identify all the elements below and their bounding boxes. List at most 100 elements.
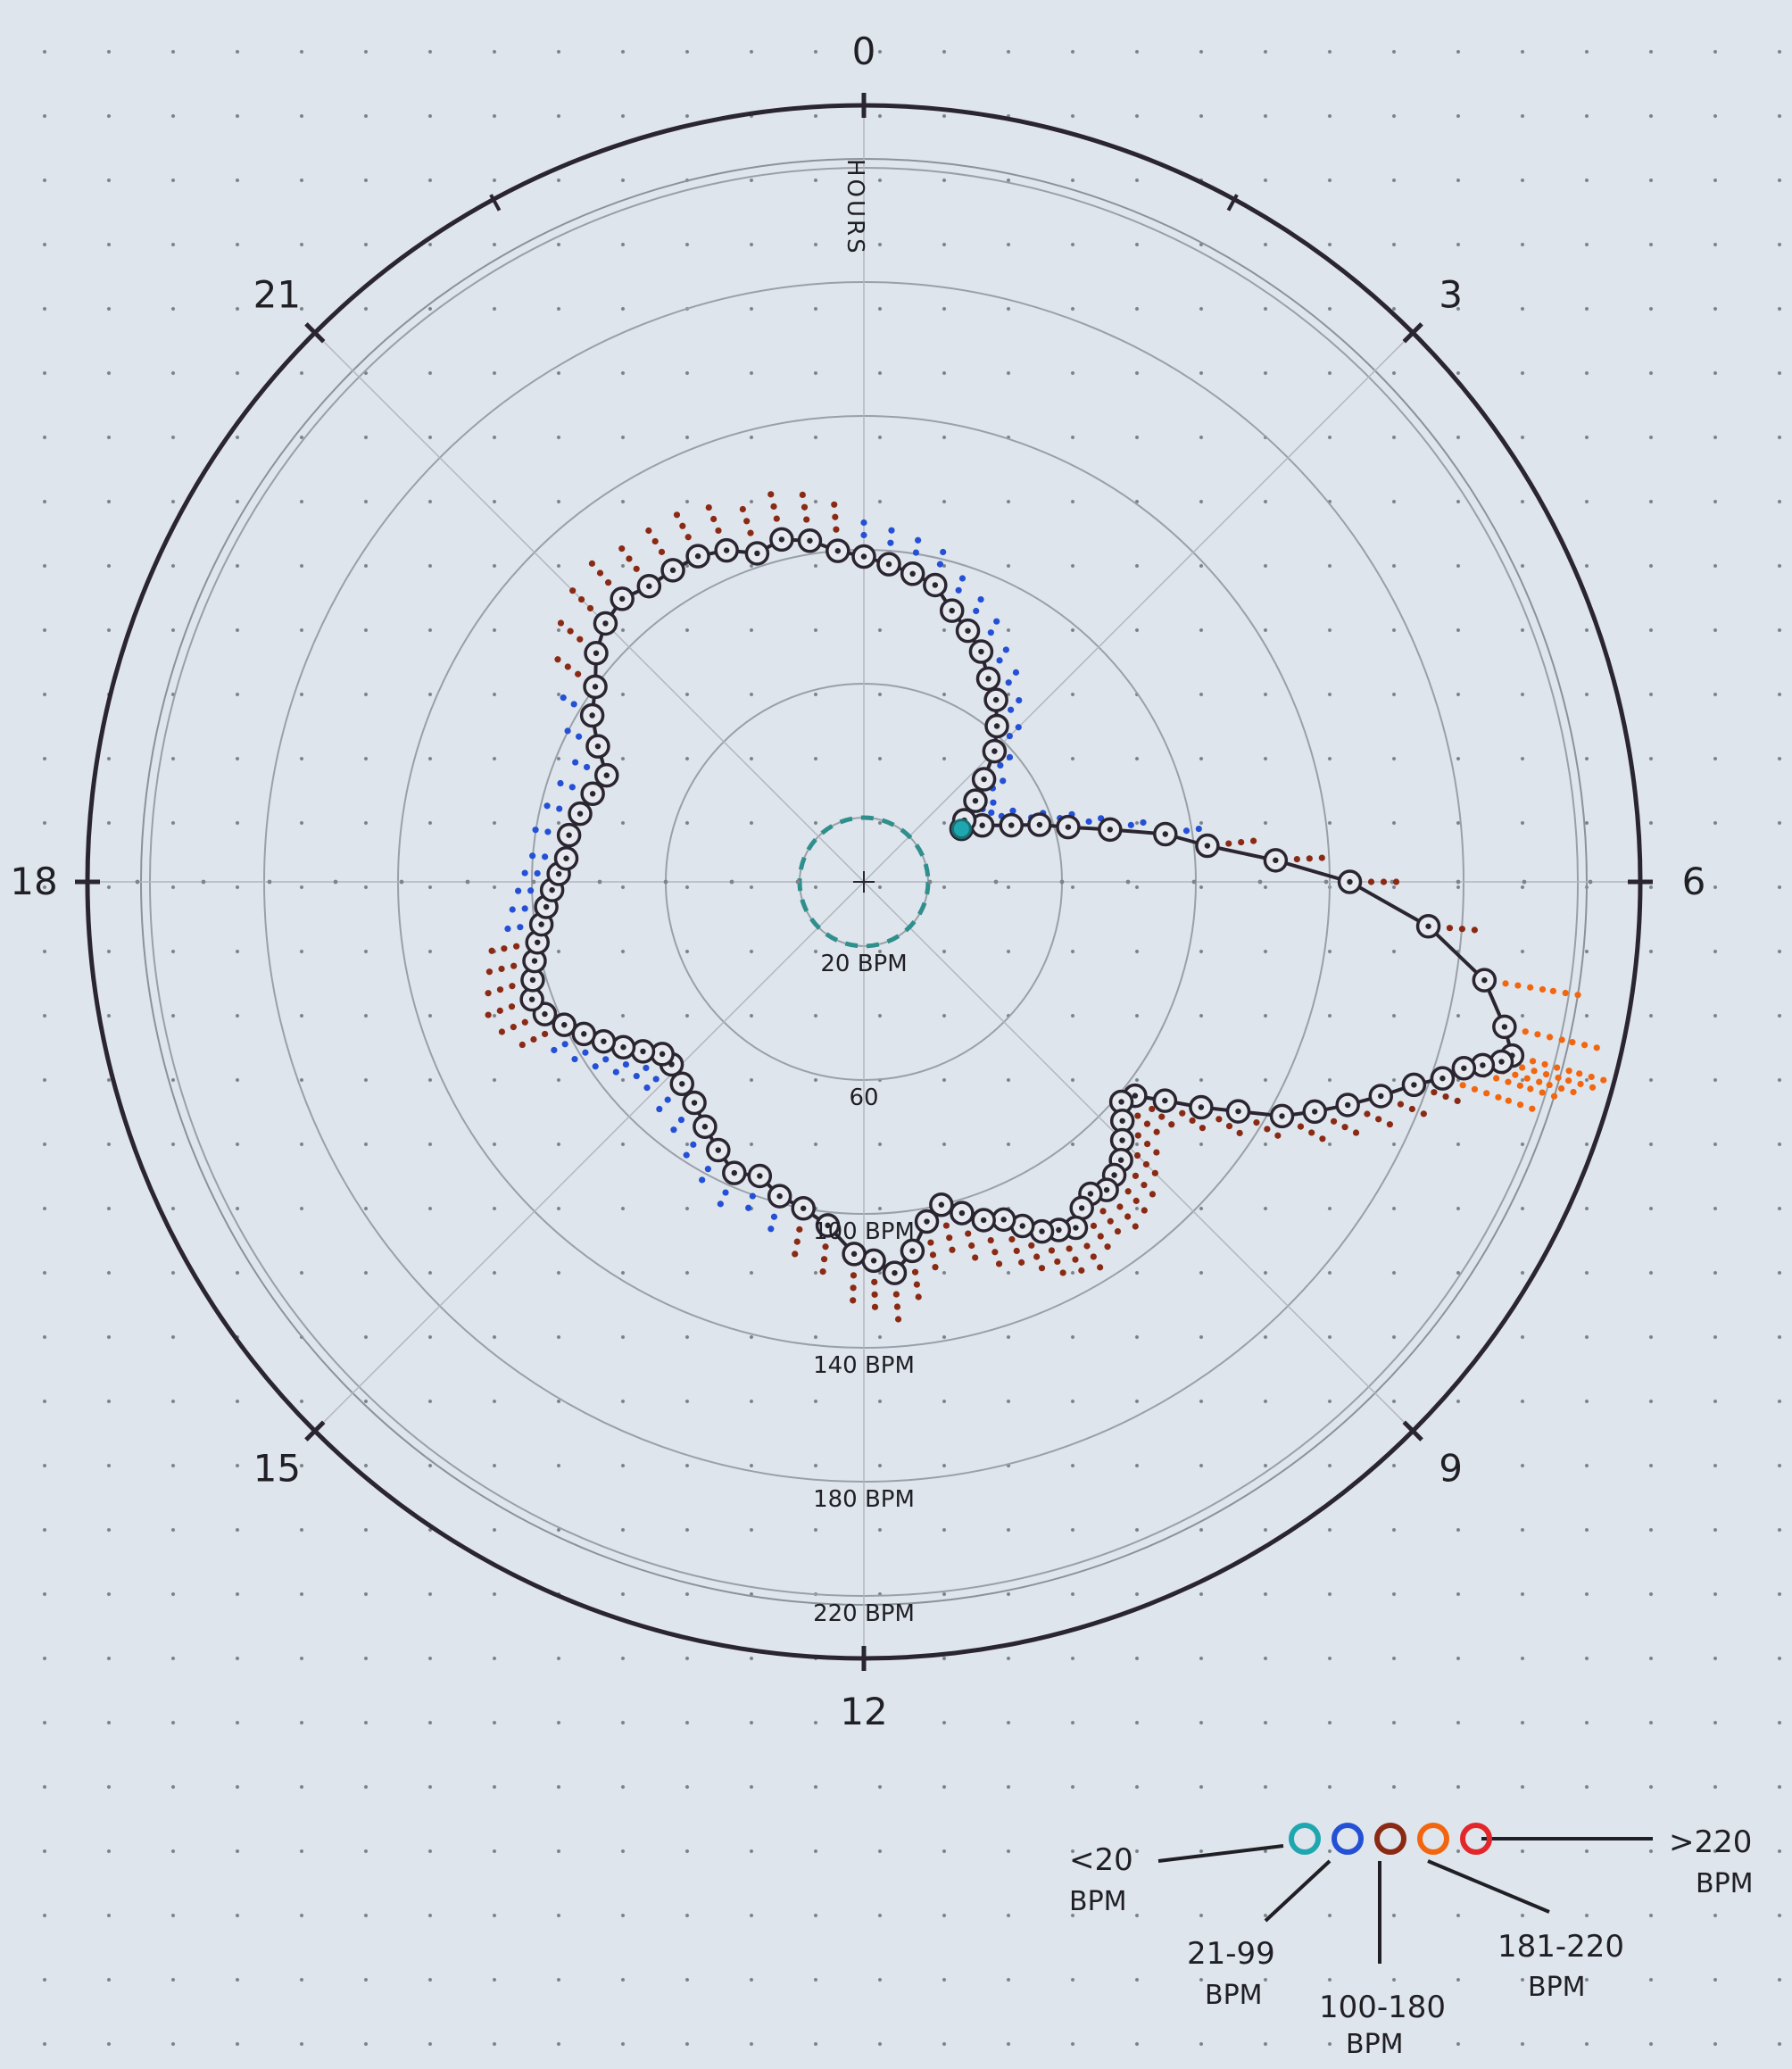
bpm-dot <box>770 503 777 511</box>
bpm-dot <box>942 1222 950 1229</box>
legend-leader-lt20 <box>1157 1844 1284 1863</box>
bpm-dot <box>561 1041 568 1048</box>
bpm-dot <box>1442 1093 1449 1101</box>
bpm-dot <box>1133 1151 1141 1159</box>
bpm-dot <box>571 1055 578 1063</box>
bpm-dot <box>796 1226 803 1233</box>
bpm-dot <box>513 943 520 950</box>
bpm-dot-high <box>1588 1073 1595 1081</box>
bpm-dot <box>1306 855 1313 862</box>
bpm-dot <box>656 1105 663 1113</box>
bpm-dot <box>1308 1129 1315 1136</box>
bpm-dot <box>1090 1253 1097 1260</box>
trace-point-core <box>1132 1093 1139 1099</box>
bpm-dot <box>968 1242 975 1250</box>
bpm-dot <box>557 619 565 627</box>
bpm-dot <box>871 1291 878 1298</box>
bpm-dot <box>1038 1265 1046 1272</box>
bpm-dot <box>1514 982 1522 989</box>
bpm-dot <box>602 1056 610 1063</box>
axis-tick-dot <box>597 879 602 885</box>
bpm-dot <box>521 905 528 912</box>
trace-point-core <box>1117 1157 1124 1163</box>
bpm-dot <box>1446 925 1454 932</box>
trace-point-core <box>1439 1075 1446 1082</box>
trace-point-core <box>924 1218 930 1225</box>
bpm-dot <box>583 763 591 771</box>
bpm-dot-high <box>1600 1076 1607 1084</box>
trace-point-core <box>529 976 536 984</box>
bpm-dot <box>1512 1071 1519 1078</box>
bpm-dot <box>1367 878 1375 885</box>
bpm-dot <box>1471 926 1478 934</box>
bpm-dot <box>987 629 994 636</box>
bpm-dot <box>596 569 604 577</box>
bpm-dot <box>1253 1119 1260 1126</box>
bpm-dot <box>1565 1068 1572 1075</box>
trace-point-core <box>1344 1101 1351 1109</box>
bpm-dot <box>773 515 780 522</box>
trace-point-core <box>938 1201 945 1208</box>
bpm-dot-high <box>1505 1097 1512 1104</box>
trace-point-core <box>589 791 596 797</box>
radial-label-1: 60 <box>849 1084 878 1111</box>
trace-point-core <box>1481 976 1488 984</box>
bpm-dot <box>1558 1036 1565 1043</box>
bpm-dot <box>949 1246 956 1253</box>
trace-point-core <box>1078 1205 1085 1211</box>
hour-label-12: 12 <box>840 1690 887 1733</box>
bpm-dot <box>529 852 536 860</box>
bpm-dot <box>683 1151 690 1159</box>
trace-point-core <box>601 1038 607 1044</box>
bpm-dot <box>699 1176 706 1184</box>
trace-point-core <box>543 903 550 910</box>
trace-point-core <box>892 1269 898 1276</box>
bpm-dot <box>1458 926 1466 933</box>
trace-point-core <box>593 650 600 656</box>
legend-leader-21-99 <box>1264 1859 1332 1923</box>
bpm-dot <box>690 1141 697 1148</box>
trace-point-core <box>992 696 1000 703</box>
bpm-dot <box>1059 1269 1066 1276</box>
bpm-dot <box>996 657 1003 664</box>
bpm-dot <box>510 962 518 969</box>
trace-point-core <box>566 832 572 838</box>
bpm-dot <box>684 534 692 541</box>
bpm-dot <box>679 522 686 529</box>
bpm-dot-high <box>1546 1081 1553 1089</box>
bpm-dot <box>1143 1120 1151 1127</box>
bpm-dot <box>743 518 751 525</box>
bpm-dot <box>822 1243 829 1251</box>
bpm-dot <box>1341 1124 1348 1131</box>
axis-tick-dot <box>795 879 801 885</box>
bpm-dot <box>1519 1064 1526 1071</box>
bpm-dot <box>1225 1123 1233 1130</box>
bpm-dot <box>509 983 516 990</box>
trace-point-core <box>528 996 535 1002</box>
bpm-dot <box>534 869 541 877</box>
axis-labels: 0 3 6 9 12 15 18 21 20 BPM 60 100 BPM 140 BPM 180 BP… <box>10 29 1705 1733</box>
trace-point-core <box>603 772 610 778</box>
bpm-dot <box>673 511 681 519</box>
trace-point-core <box>1103 1186 1110 1193</box>
bpm-dot <box>509 906 516 913</box>
bpm-dot <box>894 1316 902 1323</box>
bpm-dot <box>568 784 576 791</box>
hour-label-21: 21 <box>253 272 301 316</box>
bpm-dot-high <box>1569 1039 1576 1046</box>
bpm-dot <box>1085 818 1092 826</box>
bpm-dot <box>1127 821 1134 828</box>
bpm-dot <box>973 607 980 615</box>
axis-tick-dot <box>1588 879 1593 885</box>
trace-point-core <box>972 797 979 804</box>
bpm-dot <box>498 965 505 973</box>
bpm-dot <box>1134 1132 1141 1139</box>
bpm-dot <box>888 527 895 534</box>
trace-point-core <box>1107 827 1114 833</box>
bpm-dot <box>704 1166 711 1173</box>
bpm-dot <box>557 779 564 787</box>
bpm-dot-high <box>1593 1044 1600 1051</box>
trace-point-core <box>1073 1225 1079 1231</box>
bpm-dot <box>508 1003 516 1010</box>
bpm-dot <box>564 663 571 670</box>
